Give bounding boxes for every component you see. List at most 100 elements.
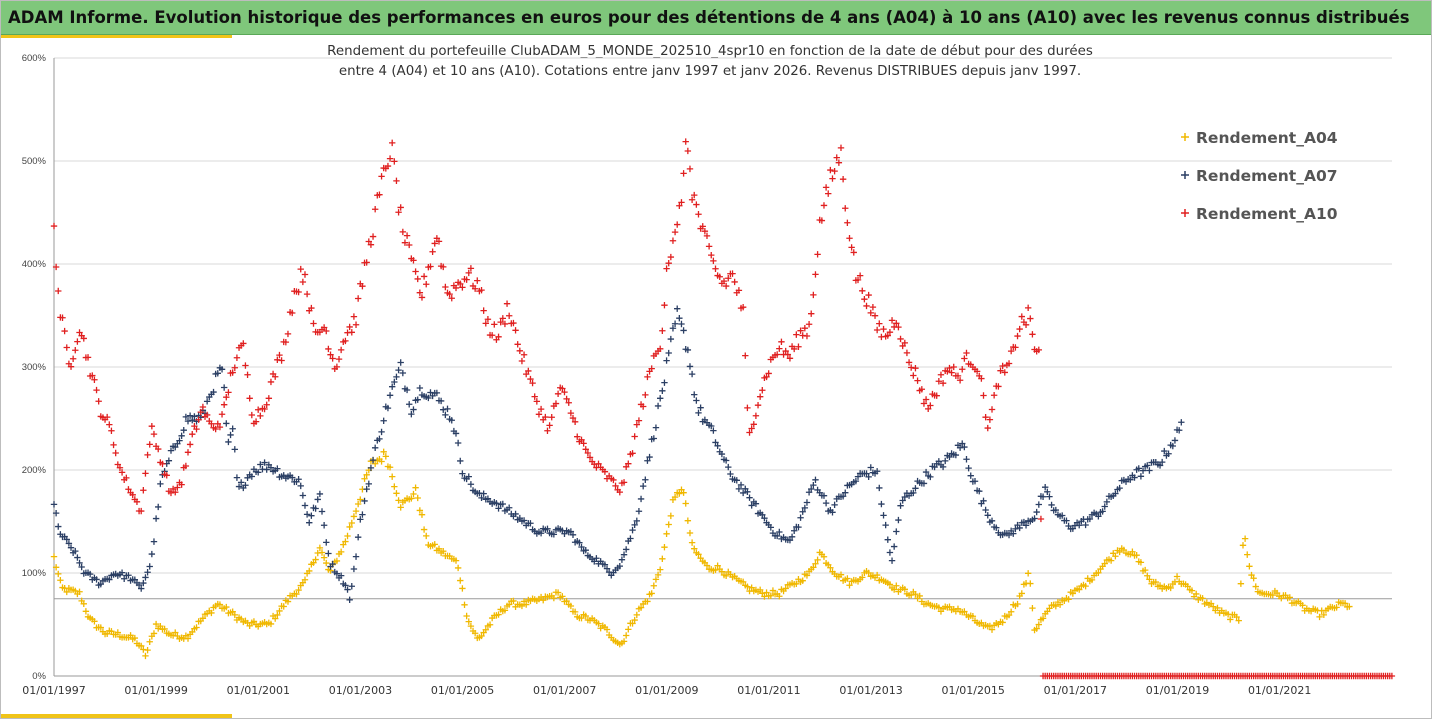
data-point-Rendement_A07 [1022, 522, 1030, 529]
data-point-Rendement_A10 [582, 446, 589, 453]
data-point-Rendement_A07 [333, 570, 341, 577]
data-point-Rendement_A10 [440, 263, 447, 271]
data-point-Rendement_A10 [1024, 304, 1032, 312]
data-point-Rendement_A07 [191, 413, 198, 420]
data-point-Rendement_A04 [820, 553, 828, 560]
data-point-Rendement_A04 [691, 545, 698, 552]
data-point-Rendement_A07 [337, 572, 345, 579]
data-point-Rendement_A07 [1033, 508, 1040, 516]
data-point-Rendement_A10 [418, 294, 426, 301]
data-point-Rendement_A04 [363, 471, 370, 479]
data-point-Rendement_A10 [352, 321, 360, 328]
data-point-Rendement_A10 [963, 349, 970, 357]
data-point-Rendement_A10 [897, 335, 904, 343]
data-point-Rendement_A10 [756, 393, 764, 400]
data-point-Rendement_A07 [865, 473, 872, 481]
data-point-Rendement_A07 [665, 349, 672, 357]
data-point-Rendement_A10 [225, 389, 232, 396]
data-point-Rendement_A07 [235, 483, 243, 490]
data-point-Rendement_A04 [1027, 580, 1034, 587]
data-point-Rendement_A07 [680, 327, 687, 334]
data-point-Rendement_A07 [1048, 501, 1055, 509]
data-point-Rendement_A10 [910, 372, 917, 379]
data-point-Rendement_A10 [765, 370, 772, 377]
data-point-Rendement_A10 [371, 206, 379, 213]
data-point-Rendement_A07 [261, 459, 268, 466]
data-point-Rendement_A10 [739, 303, 747, 311]
data-point-Rendement_A07 [1039, 493, 1047, 500]
data-point-Rendement_A07 [406, 401, 413, 408]
data-point-Rendement_A10 [323, 327, 330, 335]
data-point-Rendement_A04 [459, 585, 466, 592]
data-point-Rendement_A10 [669, 237, 677, 244]
data-point-Rendement_A07 [963, 456, 970, 463]
data-point-Rendement_A10 [233, 354, 241, 361]
data-point-Rendement_A04 [893, 582, 900, 589]
data-point-Rendement_A07 [1131, 474, 1138, 481]
data-point-Rendement_A04 [688, 539, 696, 546]
data-point-Rendement_A10 [520, 351, 528, 358]
data-point-Rendement_A10 [1014, 332, 1021, 340]
data-point-Rendement_A10 [61, 327, 68, 335]
data-point-Rendement_A07 [274, 465, 281, 472]
data-point-Rendement_A10 [793, 331, 800, 338]
data-point-Rendement_A10 [729, 270, 736, 277]
data-point-Rendement_A10 [169, 485, 177, 493]
data-point-Rendement_A10 [242, 362, 249, 369]
data-point-Rendement_A04 [454, 564, 462, 572]
data-point-Rendement_A04 [1082, 582, 1089, 590]
data-point-Rendement_A04 [935, 604, 943, 611]
data-point-Rendement_A04 [1141, 566, 1149, 574]
data-point-Rendement_A10 [801, 324, 809, 332]
data-point-Rendement_A10 [218, 411, 226, 418]
data-point-Rendement_A10 [482, 320, 489, 327]
data-point-Rendement_A07 [357, 516, 364, 523]
data-point-Rendement_A10 [886, 329, 894, 336]
data-point-Rendement_A07 [316, 490, 324, 498]
data-point-Rendement_A10 [744, 404, 751, 412]
data-point-Rendement_A07 [140, 579, 147, 587]
data-point-Rendement_A07 [1156, 462, 1164, 469]
data-point-Rendement_A04 [306, 567, 313, 575]
chart-gridlines [54, 57, 1392, 677]
data-point-Rendement_A10 [569, 414, 577, 422]
data-point-Rendement_A10 [159, 460, 166, 468]
data-point-Rendement_A07 [669, 325, 677, 332]
data-point-Rendement_A07 [138, 585, 145, 592]
data-point-Rendement_A10 [1001, 369, 1008, 376]
data-point-Rendement_A07 [106, 576, 113, 583]
data-point-Rendement_A07 [744, 488, 751, 496]
data-point-Rendement_A10 [337, 346, 345, 354]
data-point-Rendement_A07 [788, 533, 796, 541]
data-point-Rendement_A07 [795, 523, 802, 531]
data-point-Rendement_A10 [125, 486, 132, 493]
data-point-Rendement_A04 [837, 571, 845, 578]
data-point-Rendement_A10 [661, 302, 668, 309]
data-point-Rendement_A04 [969, 613, 977, 620]
data-point-Rendement_A07 [708, 422, 715, 430]
data-point-Rendement_A07 [359, 511, 366, 518]
data-point-Rendement_A04 [1137, 559, 1145, 566]
data-point-Rendement_A10 [144, 451, 151, 459]
data-point-Rendement_A10 [229, 369, 236, 376]
data-point-Rendement_A10 [354, 295, 362, 302]
data-point-Rendement_A10 [665, 260, 672, 267]
data-point-Rendement_A07 [967, 472, 974, 479]
data-point-Rendement_A04 [718, 568, 726, 575]
data-point-Rendement_A10 [223, 393, 230, 401]
data-point-Rendement_A07 [150, 538, 158, 545]
data-point-Rendement_A04 [652, 576, 660, 583]
data-point-Rendement_A04 [712, 566, 719, 574]
data-point-Rendement_A10 [376, 191, 383, 198]
data-point-Rendement_A04 [76, 588, 83, 595]
data-point-Rendement_A07 [886, 549, 894, 556]
data-point-Rendement_A07 [135, 581, 143, 589]
x-tick-label: 01/01/2019 [1146, 684, 1209, 697]
data-point-Rendement_A10 [859, 287, 866, 295]
data-point-Rendement_A10 [982, 413, 989, 421]
data-point-Rendement_A07 [663, 357, 670, 364]
data-point-Rendement_A07 [801, 504, 809, 512]
data-point-Rendement_A04 [1056, 601, 1064, 608]
data-point-Rendement_A07 [480, 490, 487, 497]
